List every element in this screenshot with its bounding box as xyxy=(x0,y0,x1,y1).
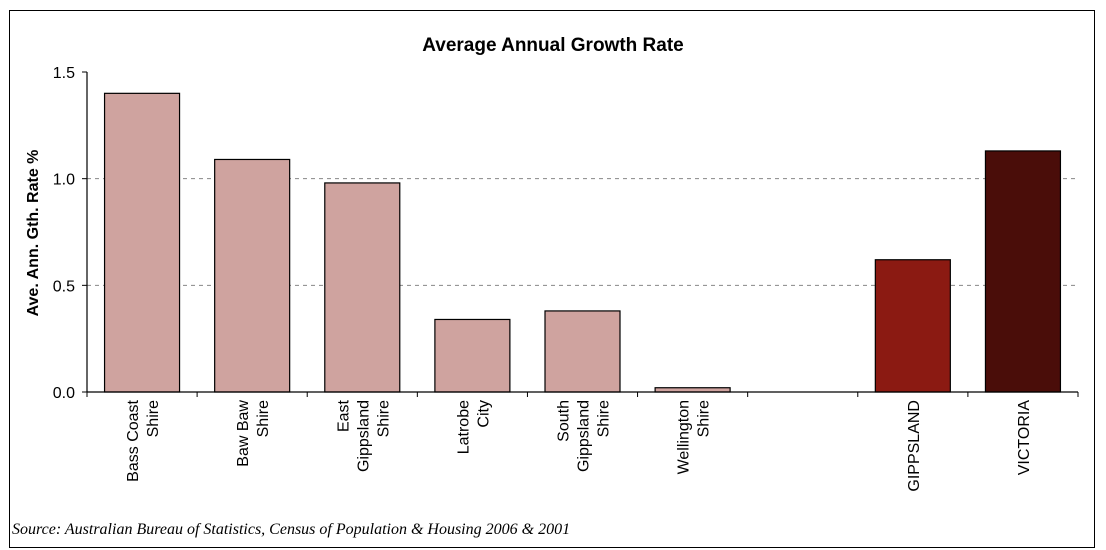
x-tick-label: Gippsland xyxy=(355,400,372,472)
y-tick-label: 0.0 xyxy=(53,385,75,402)
x-tick-label: Latrobe xyxy=(455,400,472,454)
x-tick-label: Shire xyxy=(255,400,272,437)
bar xyxy=(654,387,731,393)
x-tick-label: Bass Coast xyxy=(125,399,142,481)
source-note: Source: Australian Bureau of Statistics,… xyxy=(12,521,571,538)
x-tick-label: Baw Baw xyxy=(235,400,252,467)
x-tick-labels: Bass Coast Shire Baw Baw Shire East Gippsland… xyxy=(125,399,1033,491)
bars xyxy=(103,92,1062,393)
bar xyxy=(984,150,1062,393)
x-tick-label: South xyxy=(556,400,573,442)
y-tick-label: 0.5 xyxy=(53,278,75,295)
x-tick-label: East xyxy=(335,399,352,432)
y-tick-label: 1.5 xyxy=(53,65,75,82)
chart-title: Average Annual Growth Rate xyxy=(422,35,683,56)
x-tick-label: City xyxy=(475,400,492,428)
y-tick-label: 1.0 xyxy=(53,172,75,189)
axes xyxy=(82,71,1079,397)
bar xyxy=(434,318,511,393)
bar xyxy=(214,158,291,393)
x-tick-label: Wellington xyxy=(676,400,693,474)
x-tick-label: Shire xyxy=(596,400,613,437)
x-tick-label: Shire xyxy=(375,400,392,437)
y-tick-labels: 0.0 0.5 1.0 1.5 xyxy=(53,65,75,402)
x-tick-label: Shire xyxy=(145,400,162,437)
bar xyxy=(874,259,951,393)
bar xyxy=(324,182,401,393)
x-tick-label: Shire xyxy=(696,400,713,437)
x-tick-label: VICTORIA xyxy=(1016,400,1033,476)
y-axis-label: Ave. Ann. Gth. Rate % xyxy=(25,150,42,317)
bar xyxy=(103,92,181,393)
bar xyxy=(544,310,621,393)
x-tick-label: GIPPSLAND xyxy=(906,400,923,492)
x-tick-label: Gippsland xyxy=(576,400,593,472)
